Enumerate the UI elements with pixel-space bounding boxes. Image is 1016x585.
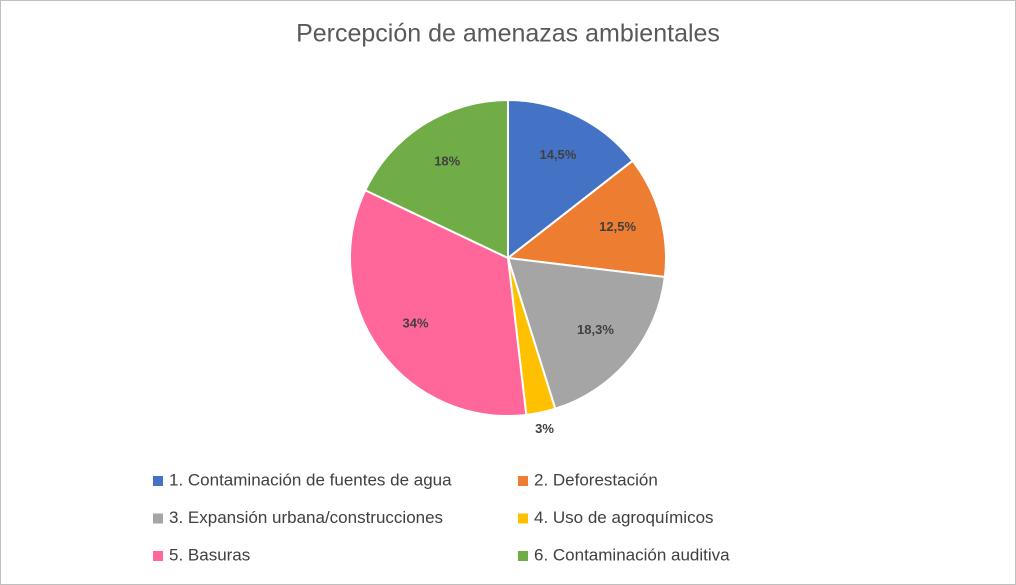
legend-marker bbox=[518, 513, 528, 524]
pie-slice bbox=[505, 159, 667, 279]
data-label: 12,5% bbox=[599, 219, 636, 234]
legend-label: 1. Contaminación de fuentes de agua bbox=[169, 470, 452, 489]
legend-label: 6. Contaminación auditiva bbox=[534, 545, 730, 564]
chart-title: Percepción de amenazas ambientales bbox=[296, 20, 720, 48]
data-label: 3% bbox=[535, 421, 554, 436]
legend-label: 4. Uso de agroquímicos bbox=[534, 508, 714, 527]
legend-marker bbox=[153, 551, 163, 561]
legend-label: 3. Expansión urbana/construcciones bbox=[169, 508, 443, 527]
legend-label: 5. Basuras bbox=[169, 545, 250, 564]
legend-marker bbox=[153, 513, 163, 524]
pie-slice bbox=[363, 98, 509, 260]
data-label: 18% bbox=[434, 153, 460, 168]
pie-slice bbox=[507, 98, 634, 261]
pie-slice bbox=[506, 256, 666, 411]
data-label: 18,3% bbox=[577, 322, 614, 337]
data-label: 34% bbox=[403, 316, 429, 331]
data-label: 14,5% bbox=[539, 147, 576, 162]
legend-marker bbox=[153, 476, 163, 486]
legend-marker bbox=[518, 551, 528, 561]
legend-marker bbox=[518, 476, 528, 486]
legend-label: 2. Deforestación bbox=[534, 470, 658, 489]
